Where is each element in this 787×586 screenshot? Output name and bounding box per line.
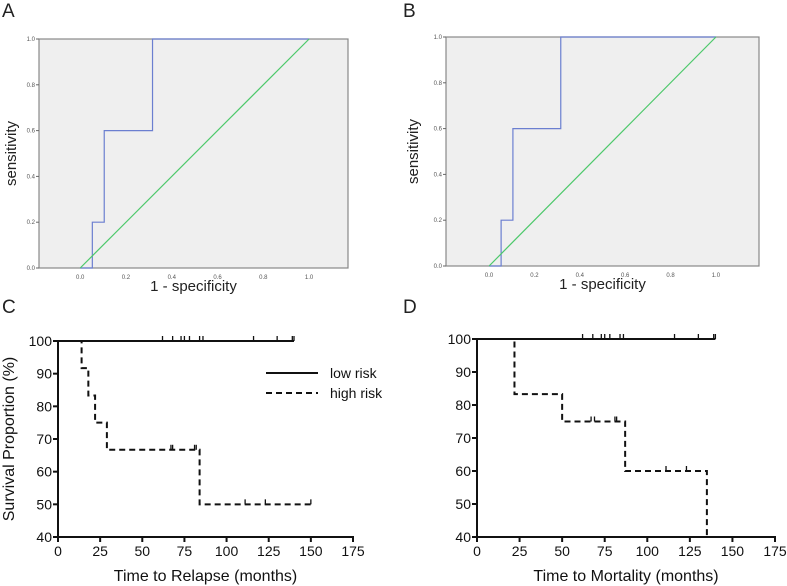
x-axis-label: 1 - specificity [150,278,237,295]
x-tick-label: 75 [597,543,613,559]
y-tick-label: 40 [36,529,52,545]
x-tick-label: 0.6 [213,275,222,281]
roc-panel-a: 0.0 0.2 0.4 0.6 0.8 1.0 0.0 0.2 0.4 0.6 0.8 1.0 1 - … [3,37,349,295]
x-tick-label: 125 [678,543,702,559]
x-axis-label: Time to Relapse (months) [114,568,297,585]
km-panel-d: 40 50 60 70 80 90 100 0 25 50 75 100 125 150 175 Time t… [448,331,787,585]
reference-line [488,36,717,267]
y-axis-label: sensitivity [405,118,422,184]
y-tick-label: 50 [36,496,52,512]
y-tick-label: 0.2 [27,220,36,226]
x-tick-label: 0.4 [168,275,177,281]
x-tick-label: 75 [177,543,193,559]
high-risk-curve [58,340,311,506]
y-tick-label: 0.0 [27,266,36,272]
y-axis-label: sensitivity [3,120,20,186]
y-tick-label: 80 [36,398,52,414]
x-tick-label: 1.0 [305,275,314,281]
panel-label-b: B [403,1,416,22]
y-tick-label: 0.0 [434,264,443,270]
y-tick-label: 100 [29,333,53,349]
x-tick-label: 100 [215,543,239,559]
x-tick-label: 175 [341,543,365,559]
y-tick-label: 0.6 [434,127,443,133]
panel-label-d: D [403,297,417,318]
x-tick-label: 0.8 [259,275,268,281]
x-tick-label: 150 [721,543,745,559]
y-tick-label: 0.2 [434,218,443,224]
roc-curve [489,36,716,267]
x-tick-label: 50 [554,543,570,559]
x-tick-label: 0.2 [530,273,539,279]
plot-area [38,38,349,269]
y-tick-label: 0.4 [434,172,443,178]
y-tick-label: 90 [36,366,52,382]
panel-label-c: C [2,297,16,318]
y-tick-label: 90 [455,364,471,380]
x-tick-label: 25 [92,543,108,559]
x-tick-label: 50 [134,543,150,559]
y-tick-label: 0.8 [434,81,443,87]
x-tick-label: 0.8 [666,273,675,279]
x-tick-label: 0.2 [122,275,131,281]
y-tick-label: 50 [455,496,471,512]
y-tick-label: 1.0 [434,35,443,41]
x-tick-label: 1.0 [712,273,721,279]
y-tick-label: 100 [448,331,472,347]
x-tick-label: 0 [473,543,481,559]
x-tick-label: 0 [54,543,62,559]
y-tick-label: 1.0 [27,37,36,43]
y-tick-label: 40 [455,529,471,545]
y-tick-label: 60 [36,464,52,480]
y-tick-label: 0.6 [27,129,36,135]
y-axis-label: Survival Proportion (%) [1,357,18,522]
x-axis-label: Time to Mortality (months) [533,568,718,585]
y-tick-label: 60 [455,463,471,479]
x-tick-label: 0.0 [485,273,494,279]
km-panel-c: 40 50 60 70 80 90 100 0 25 50 75 100 125 150 175 Time t… [1,333,383,585]
y-tick-label: 70 [36,431,52,447]
high-risk-curve [477,338,708,537]
y-tick-label: 80 [455,397,471,413]
y-tick-label: 0.4 [27,174,36,180]
x-axis-label: 1 - specificity [559,276,646,293]
x-tick-label: 100 [636,543,660,559]
roc-curve [80,38,310,269]
reference-line [79,38,310,269]
x-tick-label: 175 [763,543,787,559]
x-tick-label: 0.6 [621,273,630,279]
x-tick-label: 0.4 [576,273,585,279]
roc-panel-b: 0.0 0.2 0.4 0.6 0.8 1.0 0.0 0.2 0.4 0.6 0.8 1.0 1 - … [405,35,760,293]
x-tick-label: 125 [257,543,281,559]
legend: low risk high risk [266,365,383,401]
legend-label-low-risk: low risk [330,365,378,381]
legend-label-high-risk: high risk [330,385,383,401]
y-tick-label: 70 [455,430,471,446]
x-tick-label: 25 [512,543,528,559]
panel-label-a: A [2,1,15,22]
x-tick-label: 150 [299,543,323,559]
y-tick-label: 0.8 [27,83,36,89]
x-tick-label: 0.0 [76,275,85,281]
